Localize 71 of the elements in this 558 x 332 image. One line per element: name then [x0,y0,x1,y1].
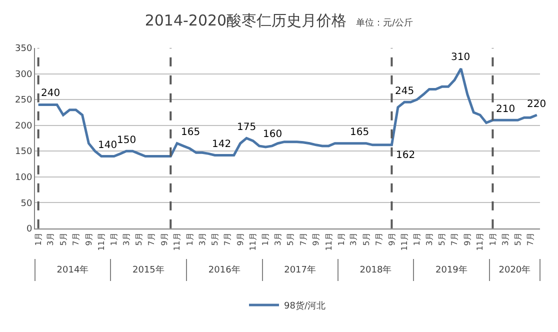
x-tick-label: 11月 [400,232,409,251]
x-tick-label: 1月 [110,232,119,246]
x2-tick-label: 2017年 [284,264,316,276]
y-tick-label: 150 [15,147,32,158]
annotation: 142 [212,139,232,150]
legend-label: 98货/河北 [284,300,326,312]
x2-tick-label: 2014年 [56,264,89,276]
x-tick-label: 11月 [476,232,485,251]
x-tick-label: 7月 [298,232,308,246]
x-tick-label: 3月 [122,232,131,246]
x-tick-label: 1月 [261,232,270,246]
y-tick-label: 100 [15,173,32,184]
x-tick-label: 1月 [412,232,422,246]
x-tick-label: 3月 [500,232,510,246]
annotation: 165 [181,127,200,138]
y-tick-label: 300 [15,70,32,80]
x-tick-label: 3月 [46,232,56,246]
x-tick-label: 5月 [210,232,220,246]
x-tick-label: 7月 [147,232,156,246]
annotation: 175 [237,122,256,133]
x-tick-label: 11月 [248,232,258,251]
x-tick-label: 9月 [160,232,170,246]
annotation: 160 [263,129,282,140]
x-tick-label: 5月 [438,232,446,246]
x-tick-label: 3月 [273,232,282,246]
x-tick-label: 1月 [336,232,346,246]
annotation: 162 [396,150,416,161]
x-tick-label: 1月 [488,232,498,246]
annotation: 220 [527,99,546,110]
x-tick-label: 11月 [96,232,106,251]
x2-tick-label: 2018年 [360,264,392,276]
x-tick-label: 7月 [374,232,384,246]
x2-tick-label: 2019年 [435,264,468,276]
annotation: 210 [496,104,516,115]
x2-tick-label: 2016年 [208,264,240,276]
x-tick-label: 3月 [349,232,358,246]
chart-title: 2014-2020酸枣仁历史月价格 [144,11,347,30]
annotation: 240 [41,88,60,99]
chart-subtitle: 单位：元/公斤 [356,17,414,28]
x-tick-label: 9月 [236,232,245,246]
y-tick-label: 250 [15,96,32,106]
x-tick-label: 3月 [424,232,434,246]
x-tick-label: 9月 [463,232,472,246]
x-tick-label: 11月 [172,232,182,251]
annotation: 310 [451,52,470,63]
y-tick-label: 50 [20,198,32,209]
x-tick-label: 7月 [71,232,80,246]
x-tick-label: 9月 [84,232,94,246]
y-tick-label: 0 [26,224,32,235]
x-tick-label: 1月 [185,232,194,246]
x2-tick-label: 2020年 [498,264,531,276]
x-tick-label: 7月 [450,232,460,246]
annotation: 150 [117,135,136,146]
annotation: 245 [395,86,414,97]
x-tick-label: 11月 [324,232,334,251]
y-tick-label: 200 [15,121,32,132]
x-tick-label: 3月 [198,232,207,246]
annotation: 140 [98,140,118,151]
x-tick-label: 5月 [513,232,522,246]
x-tick-label: 5月 [58,232,68,246]
x-tick-label: 1月 [34,232,43,246]
x-tick-label: 5月 [134,232,144,246]
x-tick-label: 5月 [286,232,296,246]
y-tick-label: 350 [15,44,32,54]
x-tick-label: 9月 [312,232,321,246]
x-tick-label: 9月 [387,232,396,246]
annotation: 165 [350,127,370,138]
x-tick-label: 5月 [362,232,371,246]
x2-tick-label: 2015年 [132,264,164,276]
x-tick-label: 7月 [223,232,232,246]
x-tick-label: 7月 [526,232,536,246]
